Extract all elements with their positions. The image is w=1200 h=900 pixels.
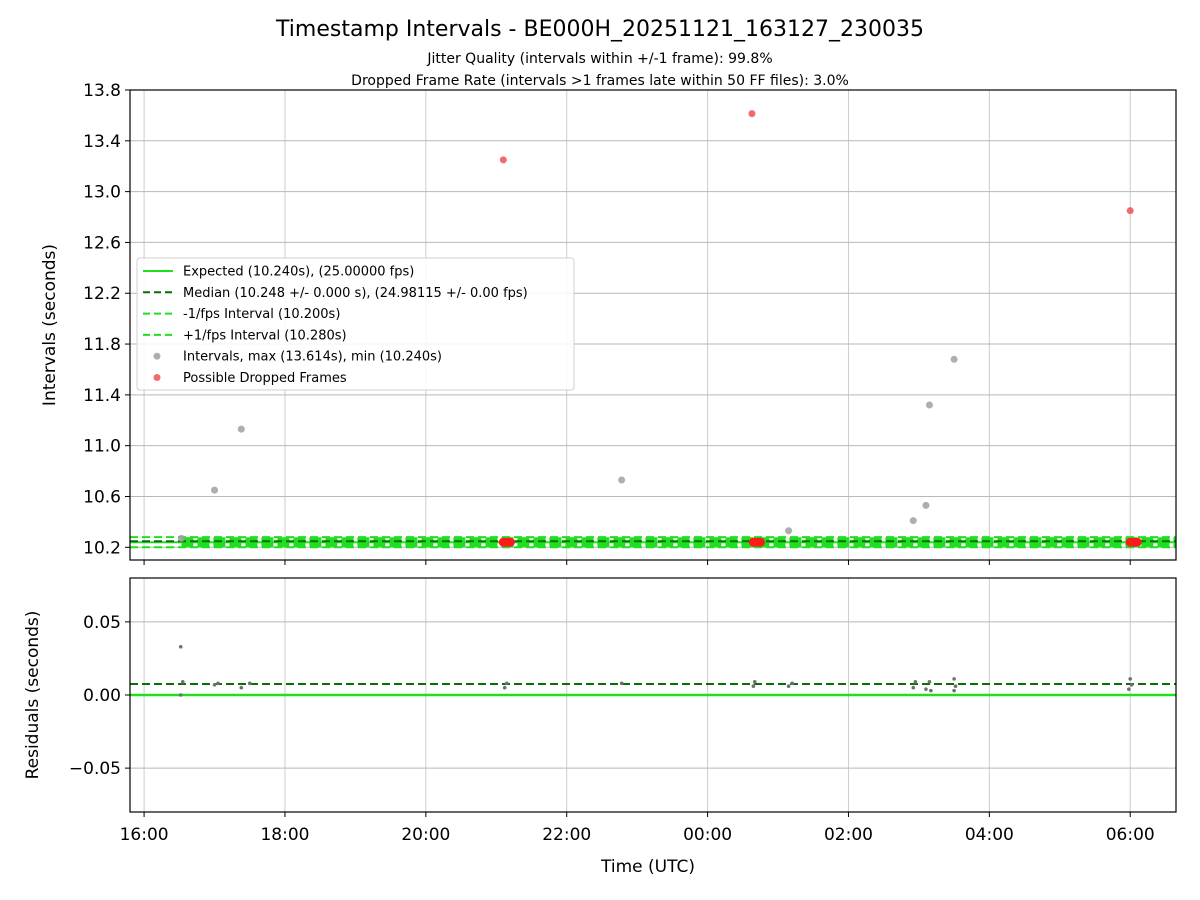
top-y-tick-label: 12.6: [83, 233, 121, 253]
residual-point: [952, 677, 956, 681]
interval-point: [211, 486, 219, 494]
residual-point: [953, 684, 958, 689]
residual-point: [239, 685, 244, 690]
top-y-tick-label: 10.2: [83, 538, 121, 558]
top-y-tick-label: 11.4: [83, 386, 121, 406]
x-tick-label: 00:00: [683, 825, 732, 845]
interval-point: [177, 534, 185, 542]
residual-point: [505, 681, 509, 686]
chart-title: Timestamp Intervals - BE000H_20251121_16…: [275, 17, 924, 42]
chart-subtitle-jitter: Jitter Quality (intervals within +/-1 fr…: [426, 51, 772, 67]
bottom-y-axis-label: Residuals (seconds): [23, 611, 43, 780]
bottom-y-tick-label: −0.05: [69, 759, 121, 779]
x-tick-label: 04:00: [965, 825, 1014, 845]
bottom-y-tick-label: 0.05: [83, 613, 121, 633]
residual-point: [1128, 677, 1133, 681]
interval-point: [618, 476, 626, 484]
legend-entry-label: Expected (10.240s), (25.00000 fps): [183, 265, 414, 280]
residual-point: [924, 687, 928, 691]
legend-entry-label: Possible Dropped Frames: [183, 371, 347, 386]
legend-marker: [153, 352, 161, 360]
residual-point: [929, 688, 933, 693]
legend: Expected (10.240s), (25.00000 fps) Median…: [136, 257, 575, 391]
interval-point: [922, 501, 930, 509]
x-tick-label: 20:00: [401, 825, 450, 845]
legend-marker: [153, 374, 161, 381]
interval-point: [909, 517, 917, 525]
dropped-baseline-point: [505, 537, 515, 547]
dropped-frame-point: [499, 156, 507, 164]
top-y-tick-label: 13.0: [83, 183, 121, 203]
legend-entry-label: +1/fps Interval (10.280s): [183, 328, 347, 343]
top-y-tick-label: 13.4: [83, 132, 121, 152]
legend-box: [136, 257, 575, 391]
dropped-frame-point: [748, 110, 756, 118]
residual-point: [911, 685, 916, 690]
dropped-frame-point: [1126, 207, 1134, 215]
top-y-tick-label: 10.6: [83, 487, 121, 507]
residual-point: [786, 684, 791, 689]
residual-point: [790, 681, 794, 686]
legend-entry-label: Median (10.248 +/- 0.000 s), (24.98115 +…: [183, 286, 528, 301]
x-tick-label: 16:00: [120, 825, 169, 845]
interval-point: [950, 355, 958, 363]
top-y-tick-label: 11.8: [83, 335, 121, 355]
residual-point: [1127, 687, 1131, 691]
x-tick-label: 06:00: [1106, 825, 1155, 845]
top-y-tick-label: 11.0: [83, 437, 121, 457]
x-tick-label: 22:00: [542, 825, 591, 845]
bottom-y-tick-label: 0.00: [83, 686, 121, 706]
residual-point: [178, 644, 183, 649]
top-y-axis-label: Intervals (seconds): [40, 244, 60, 406]
residual-point: [1129, 682, 1134, 687]
residual-point: [952, 688, 956, 693]
interval-point: [785, 527, 793, 535]
residuals-panel: −0.05 0.00 0.05 16:00 18:00 20:00 22:00 00:00 02…: [23, 577, 1177, 877]
chart-subtitle-dropped: Dropped Frame Rate (intervals >1 frames …: [351, 73, 849, 89]
legend-entry-label: Intervals, max (13.614s), min (10.240s): [183, 350, 442, 365]
interval-point: [237, 425, 245, 433]
residual-point: [619, 681, 624, 686]
residual-point: [913, 680, 918, 684]
residual-point: [751, 684, 756, 689]
interval-point: [925, 401, 933, 409]
legend-entry-label: -1/fps Interval (10.200s): [183, 307, 340, 322]
residual-point: [752, 680, 757, 684]
x-axis-label: Time (UTC): [600, 857, 695, 877]
dropped-baseline-point: [1132, 537, 1142, 547]
residual-point: [216, 681, 220, 686]
residual-point: [181, 680, 185, 684]
residual-point: [178, 693, 183, 697]
top-y-tick-label: 12.2: [83, 284, 121, 304]
top-y-tick-label: 13.8: [83, 81, 121, 101]
residual-point: [502, 685, 507, 690]
residual-point: [927, 680, 932, 684]
dropped-baseline-point: [755, 537, 765, 547]
top-plot-frame: [129, 89, 1177, 561]
residual-point: [212, 682, 217, 687]
intervals-panel: 10.2 10.6 11.0 11.4 11.8 12.2 12.6 13.0 13.4 13.8…: [40, 81, 1177, 565]
x-tick-label: 02:00: [824, 825, 873, 845]
residual-point: [247, 681, 252, 686]
x-tick-label: 18:00: [260, 825, 309, 845]
